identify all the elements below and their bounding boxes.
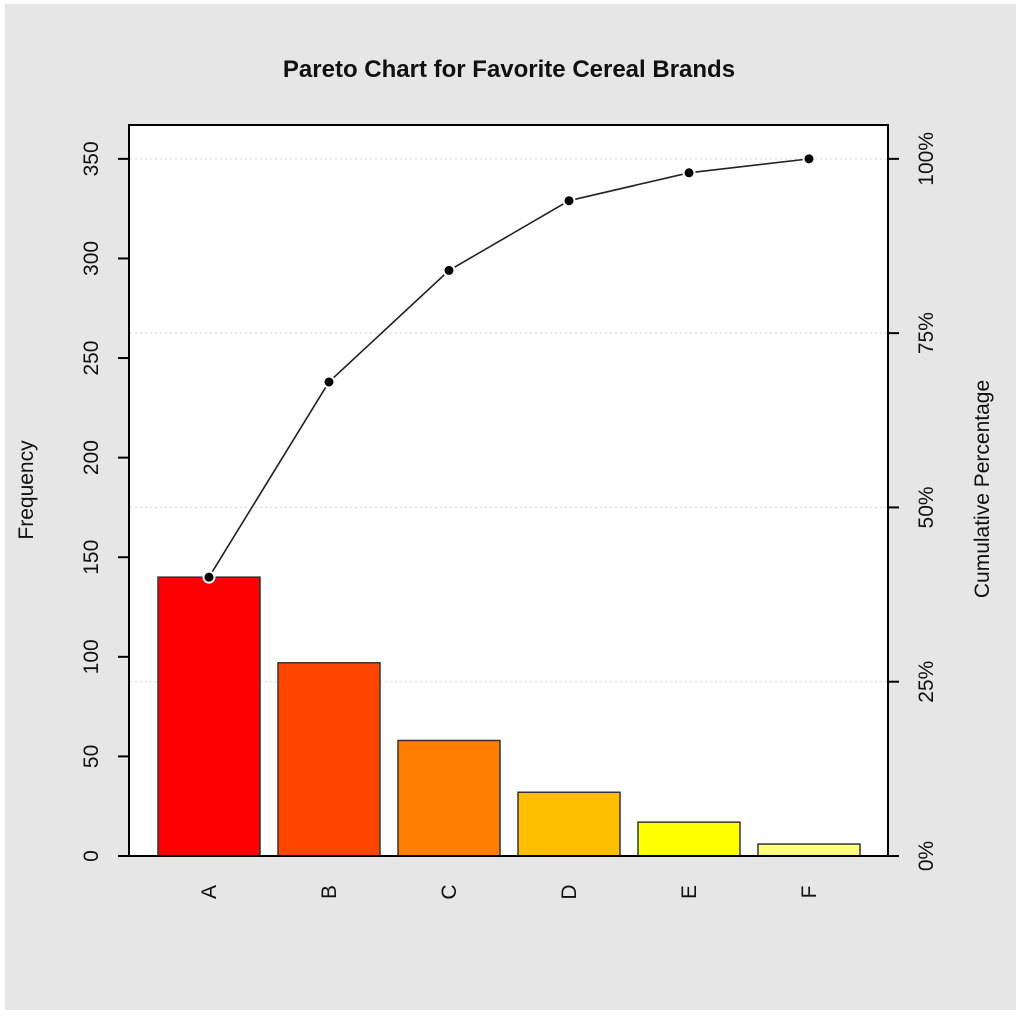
bar-f xyxy=(757,843,861,857)
bar-a xyxy=(157,576,261,857)
left-tick-label-7: 350 xyxy=(80,141,103,176)
x-tick-label-d: D xyxy=(558,884,581,899)
chart-frame: 0 50 100 150 200 250 300 350 0% 25% 50% 75% 100% A B… xyxy=(5,4,1016,1010)
bar-e xyxy=(637,821,741,857)
right-tick-label-4: 100% xyxy=(915,132,938,186)
x-tick-label-b: B xyxy=(318,885,341,899)
bar-b xyxy=(277,662,381,857)
left-tick-label-6: 300 xyxy=(80,241,103,276)
bar-d xyxy=(517,791,621,857)
x-axis: A B C D E F xyxy=(198,884,821,899)
x-tick-label-e: E xyxy=(678,885,701,899)
cumulative-line-layer xyxy=(202,152,816,584)
right-tick-label-3: 75% xyxy=(915,312,938,354)
cumulative-point-d xyxy=(562,194,576,208)
cumulative-point-f xyxy=(802,152,816,166)
cumulative-point-b xyxy=(322,375,336,389)
x-tick-label-a: A xyxy=(198,885,221,899)
x-tick-label-c: C xyxy=(438,884,461,899)
cumulative-line xyxy=(208,158,810,578)
cumulative-point-a xyxy=(202,570,216,584)
left-tick-label-1: 50 xyxy=(80,745,103,768)
cumulative-point-e xyxy=(682,166,696,180)
bar-c xyxy=(397,739,501,857)
left-tick-label-3: 150 xyxy=(80,540,103,575)
right-tick-label-0: 0% xyxy=(915,841,938,871)
left-tick-label-4: 200 xyxy=(80,440,103,475)
left-tick-label-5: 250 xyxy=(80,341,103,376)
left-axis: 0 50 100 150 200 250 300 350 xyxy=(80,141,130,862)
y-axis-title: Frequency xyxy=(15,440,38,540)
cumulative-point-c xyxy=(442,263,456,277)
pareto-chart: 0 50 100 150 200 250 300 350 0% 25% 50% 75% 100% A B… xyxy=(15,56,994,900)
left-tick-label-0: 0 xyxy=(80,850,103,862)
chart-title: Pareto Chart for Favorite Cereal Brands xyxy=(283,56,735,83)
right-tick-label-2: 50% xyxy=(915,486,938,528)
x-tick-label-f: F xyxy=(798,886,821,899)
right-tick-label-1: 25% xyxy=(915,661,938,703)
right-axis: 0% 25% 50% 75% 100% xyxy=(887,132,938,871)
left-tick-label-2: 100 xyxy=(80,639,103,674)
y2-axis-title: Cumulative Percentage xyxy=(971,380,994,598)
